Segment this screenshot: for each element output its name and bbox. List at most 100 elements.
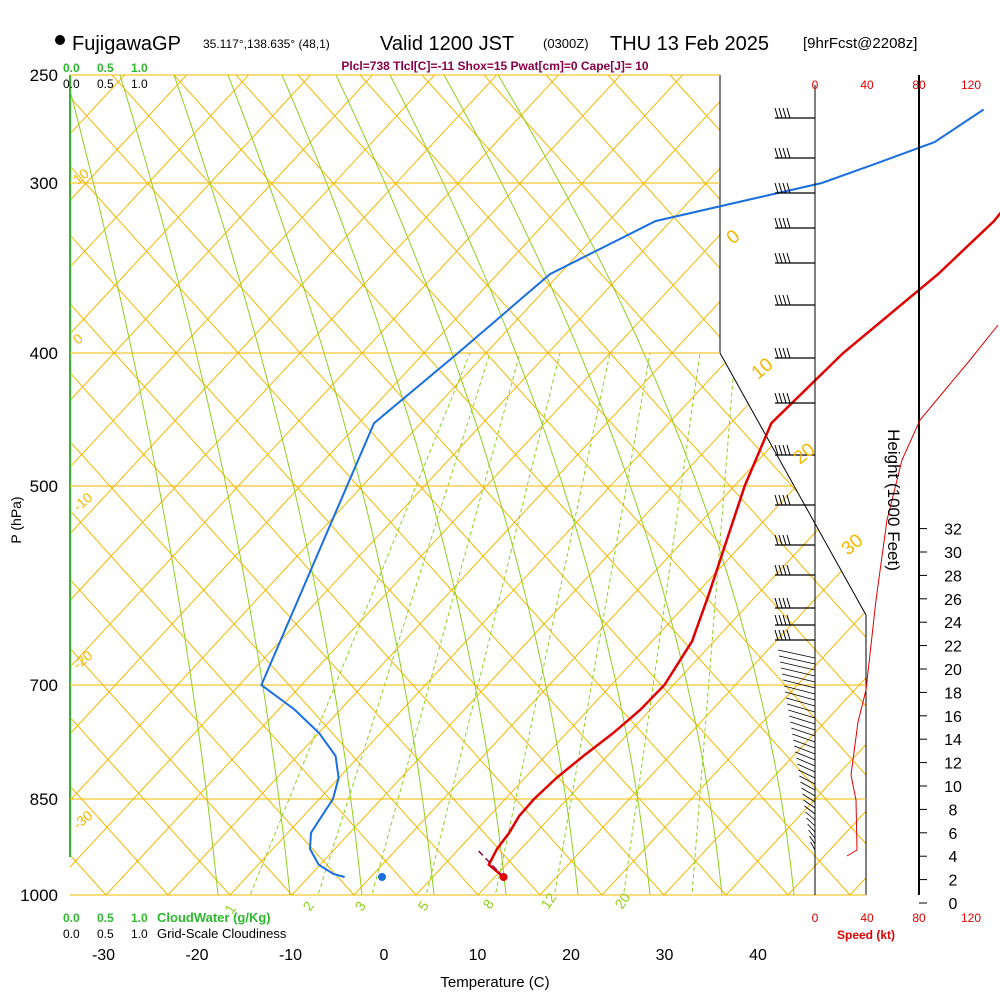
- wind-barb: [800, 781, 816, 791]
- wind-barb-flag: [778, 494, 783, 506]
- height-tick-label: 28: [944, 568, 962, 585]
- wind-barb-flag: [778, 217, 783, 229]
- wind-barb-flag: [778, 597, 783, 609]
- mixing-ratio-line: [689, 352, 736, 895]
- isotherm: [70, 75, 355, 895]
- wind-barb: [791, 727, 816, 737]
- wind-barb: [781, 673, 816, 683]
- isotherm: [845, 75, 866, 895]
- mixing-ratio-line: [549, 352, 651, 895]
- wind-barb-flag: [782, 217, 787, 229]
- cloud-water-tick: 0.5: [97, 911, 114, 925]
- wind-barb-flag: [786, 444, 791, 456]
- wind-barb: [810, 841, 816, 851]
- wind-barb-flag: [778, 614, 783, 626]
- isotherm: [70, 75, 479, 895]
- wind-barb: [786, 697, 816, 707]
- wind-barb: [796, 757, 816, 767]
- wind-barb-flag: [786, 347, 791, 359]
- isotherm: [70, 75, 851, 895]
- height-tick-label: 2: [949, 873, 958, 890]
- dry-adiabat: [70, 75, 510, 895]
- mixing-ratio-line: [364, 352, 521, 895]
- isotherm: [225, 75, 866, 895]
- height-tick-label: 14: [944, 732, 962, 749]
- moist-adiabat: [389, 75, 651, 895]
- wind-barb-flag: [778, 182, 783, 194]
- wind-barb-flag: [782, 614, 787, 626]
- height-tick-label: 32: [944, 522, 962, 539]
- wind-speed-line: [846, 324, 999, 857]
- wind-barb-flag: [786, 534, 791, 546]
- isotherm: [473, 75, 866, 895]
- wind-barb-flag: [782, 597, 787, 609]
- wind-barb-flag: [782, 294, 787, 306]
- mixing-ratio-label: 20: [611, 890, 633, 912]
- wind-speed-tick: 80: [912, 78, 926, 92]
- height-tick-label: 18: [944, 685, 962, 702]
- temperature-tick-label: 0: [380, 947, 389, 964]
- wind-barb-flag: [782, 629, 787, 641]
- pressure-tick-label: 850: [30, 790, 58, 809]
- wind-barb-flag: [774, 182, 779, 194]
- dry-adiabat-label: 0: [723, 226, 745, 249]
- stability-indices: Plcl=738 Tlcl[C]=-11 Shox=15 Pwat[cm]=0 …: [341, 59, 648, 73]
- cloudiness-tick: 0.0: [63, 927, 80, 941]
- wind-barb-flag: [778, 107, 783, 119]
- valid-time: Valid 1200 JST: [380, 33, 514, 55]
- wind-barb: [803, 799, 816, 809]
- pressure-tick-label: 400: [30, 344, 58, 363]
- wind-barb-flag: [778, 347, 783, 359]
- isotherm: [70, 75, 727, 895]
- wind-barb-flag: [782, 564, 787, 576]
- wind-barb-flag: [778, 252, 783, 264]
- dry-adiabat: [70, 75, 262, 895]
- moist-adiabat: [70, 75, 219, 895]
- dewpoint-line: [260, 108, 985, 878]
- dry-adiabat: [229, 75, 866, 895]
- pressure-tick-label: 1000: [20, 886, 58, 905]
- wind-barb: [785, 691, 816, 701]
- height-tick-label: 6: [949, 826, 958, 843]
- isotherm: [0, 0, 44, 895]
- mixing-ratio-line: [239, 352, 471, 895]
- moist-adiabat: [443, 75, 723, 895]
- valid-date: THU 13 Feb 2025: [610, 33, 769, 55]
- cloud-water-tick: 1.0: [131, 911, 148, 925]
- height-tick-label: 30: [944, 545, 962, 562]
- wind-barb-flag: [782, 107, 787, 119]
- wind-barb-flag: [774, 597, 779, 609]
- isotherm: [70, 75, 541, 895]
- wind-barb: [787, 703, 816, 713]
- wind-barb-flag: [786, 107, 791, 119]
- cloudiness-label: Grid-Scale Cloudiness: [157, 926, 287, 941]
- wind-barb-flag: [774, 534, 779, 546]
- pressure-tick-label: 250: [30, 66, 58, 85]
- isotherm: [535, 75, 866, 895]
- dry-adiabat-label: -20: [70, 647, 96, 672]
- dry-adiabat: [167, 75, 866, 895]
- temperature-tick-label: -30: [92, 947, 115, 964]
- isotherm: [349, 75, 866, 895]
- dry-adiabat: [70, 75, 138, 895]
- isotherm: [70, 75, 789, 895]
- wind-barb: [806, 817, 816, 827]
- temperature-line: [487, 211, 1000, 878]
- isotherm: [70, 75, 665, 895]
- mixing-ratio-label: 5: [414, 898, 432, 914]
- wind-speed-tick: 40: [860, 911, 874, 925]
- wind-barb: [809, 835, 816, 845]
- speed-label: Speed (kt): [837, 928, 895, 942]
- moist-adiabat: [173, 75, 363, 895]
- temperature-tick-label: 10: [469, 947, 487, 964]
- isotherm: [163, 75, 866, 895]
- temperature-tick-label: 30: [656, 947, 674, 964]
- wind-barb-flag: [778, 444, 783, 456]
- dry-adiabat: [70, 75, 866, 895]
- station-name: FujigawaGP: [72, 33, 181, 55]
- isotherm: [101, 75, 866, 895]
- wind-barb-flag: [782, 252, 787, 264]
- dry-adiabat-label: 10: [748, 354, 778, 384]
